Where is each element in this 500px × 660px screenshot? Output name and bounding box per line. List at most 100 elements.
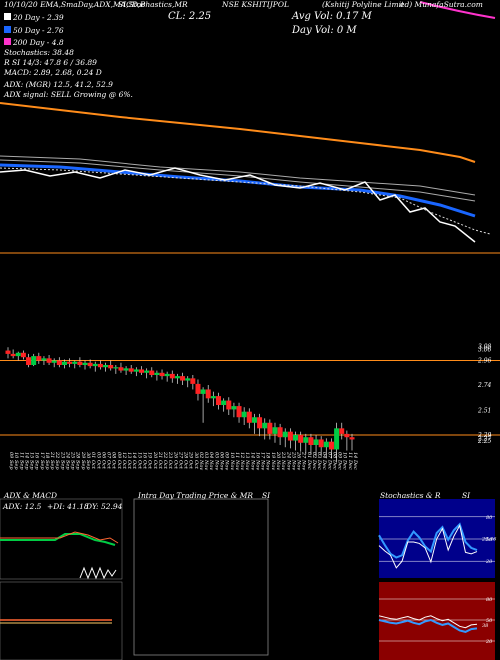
candle-body <box>251 417 257 423</box>
candle-body <box>164 373 170 377</box>
ema200-label: 200 Day - 4.8 <box>13 38 64 47</box>
date-tick-label: 25 Sep <box>70 451 76 470</box>
date-tick-label: 10 Sep <box>13 452 19 470</box>
date-tick-label: 21 Oct <box>157 451 163 470</box>
rsi-mid-label: 38 <box>482 623 488 629</box>
stoch-mid-label: 29.46 <box>481 536 497 542</box>
ema200-swatch <box>4 38 11 45</box>
candle-body <box>149 370 155 375</box>
price-tick-label: 2.51 <box>477 408 491 415</box>
candle-body <box>267 422 273 434</box>
date-tick-label: 29 Sep <box>80 451 86 470</box>
date-tick-label: 20 Oct <box>152 451 158 470</box>
rsi-signal-line <box>378 615 478 629</box>
date-tick-label: 23 Oct <box>167 451 173 470</box>
candle-body <box>46 358 52 363</box>
date-tick-label: 26 Nov <box>296 451 302 470</box>
stoch-tick-label: 80 <box>486 515 493 521</box>
candle-body <box>200 389 206 394</box>
price-line <box>0 167 476 243</box>
ema50-label: 50 Day - 2.76 <box>13 26 64 35</box>
date-tick-label: 01 Dec <box>306 452 312 470</box>
sma-band-upper <box>0 155 476 196</box>
date-tick-label: 04 Dec <box>321 452 327 470</box>
legend-ema200: 200 Day - 4.8 <box>4 38 64 47</box>
candle-body <box>262 422 268 429</box>
candle-body <box>77 361 83 365</box>
candle-body <box>123 368 129 371</box>
date-tick-label: 24 Sep <box>64 451 70 470</box>
date-tick-label: 12 Nov <box>239 452 245 470</box>
rsi-tick-label: 20 <box>485 639 493 645</box>
plus-di-value: +DI: 41.18 <box>47 502 89 511</box>
ema20-swatch <box>4 13 11 20</box>
date-tick-label: 17 Nov <box>260 452 266 470</box>
date-tick-label: 12 Oct <box>121 452 127 470</box>
candle-body <box>323 441 329 448</box>
candle-body <box>221 400 227 405</box>
candle-body <box>308 437 314 445</box>
date-tick-label: 25 Nov <box>290 451 296 470</box>
ema20-label: 20 Day - 2.39 <box>13 13 64 22</box>
candle-body <box>51 360 57 363</box>
dy-line <box>0 531 119 544</box>
intraday-box <box>133 498 269 656</box>
stoch-panel-si: SI <box>462 491 471 500</box>
date-tick-label: 14 Oct <box>131 452 137 470</box>
candle-body <box>67 361 73 364</box>
candle-body <box>15 352 21 357</box>
ema200-line <box>0 102 476 163</box>
candle-body <box>87 362 93 367</box>
date-tick-label: 11 Sep <box>18 452 24 470</box>
price-tick-label: 2.27 <box>477 435 492 442</box>
date-tick-label: 16 Nov <box>254 452 260 470</box>
date-tick-label: 15 Sep <box>29 452 35 470</box>
date-tick-label: 02 Nov <box>198 452 204 470</box>
candle-body <box>303 437 309 443</box>
rsi-line <box>378 618 478 633</box>
candle-body <box>41 358 47 361</box>
date-tick-label: 09 Nov <box>224 452 230 470</box>
date-tick-label: 28 Oct <box>183 451 189 470</box>
date-tick-label: 22 Sep <box>54 451 60 470</box>
date-tick-label: 13 Oct <box>126 452 132 470</box>
adx-wave <box>79 566 117 580</box>
date-tick-label: 18 Sep <box>44 452 50 470</box>
candle-body <box>328 441 334 450</box>
date-tick-label: 02 Dec <box>311 452 317 470</box>
candle-body <box>210 396 216 399</box>
date-tick-label: 03 Dec <box>316 452 322 470</box>
candle-body <box>5 350 11 354</box>
price-tick-label: 2.74 <box>477 382 492 389</box>
date-tick-label: 09 Sep <box>8 452 14 470</box>
date-tick-label: 17 Sep <box>39 452 45 470</box>
stoch-line-label: SI,Stochastics,MR <box>118 0 188 9</box>
price-tick-label: 3.08 <box>478 344 492 351</box>
price-tick-label: 3.06 <box>478 346 492 353</box>
date-tick-label: 09 Dec <box>337 452 343 470</box>
legend-stoch: Stochastics: 38.48 <box>4 48 74 57</box>
date-tick-label: 28 Sep <box>75 451 81 470</box>
ema200-top-fragment <box>419 1 496 19</box>
candle-body <box>241 411 247 418</box>
date-tick-label: 22 Oct <box>162 451 168 470</box>
date-tick-label: 10 Nov <box>229 452 235 470</box>
plus-di-line <box>0 533 116 546</box>
date-tick-label: 11 Nov <box>234 452 240 470</box>
stoch-panel-title: Stochastics & R <box>380 491 441 500</box>
symbol-label: NSE KSHITIJPOL <box>222 0 289 9</box>
date-tick-label: 16 Sep <box>34 452 40 470</box>
date-tick-label: 03 Nov <box>203 452 209 470</box>
candle-body <box>103 365 109 368</box>
candle-body <box>97 363 103 368</box>
price-tick-label: 2.25 <box>477 438 492 445</box>
candle-body <box>298 435 304 443</box>
date-tick-label: 08 Oct <box>111 452 117 470</box>
date-tick-label: 14 Dec <box>352 452 358 470</box>
date-tick-label: 08 Dec <box>331 452 337 470</box>
date-tick-label: 04 Nov <box>208 452 214 470</box>
candle-body <box>138 369 144 373</box>
candle-body <box>108 365 114 369</box>
ema50-line <box>0 163 476 218</box>
